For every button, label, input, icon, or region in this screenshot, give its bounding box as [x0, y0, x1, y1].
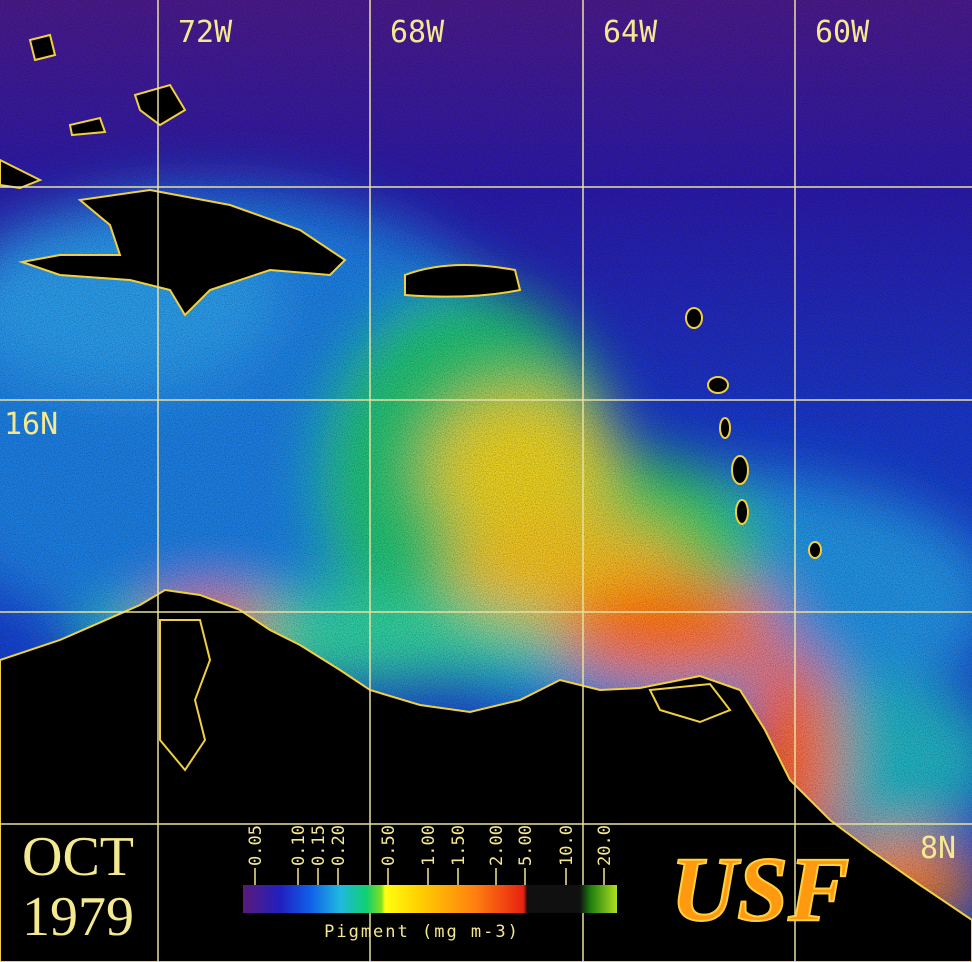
land [0, 33, 972, 962]
tick-label: 0.10 [289, 825, 309, 866]
logo: USF [671, 838, 850, 940]
tick-label: 20.0 [595, 825, 615, 866]
tick-label: 2.00 [487, 825, 507, 866]
tick-label: 0.15 [309, 825, 329, 866]
color-bar [243, 885, 617, 913]
tick-label: 5.00 [516, 825, 536, 866]
tick-label: 0.20 [329, 825, 349, 866]
tick-label: 1.50 [449, 825, 469, 866]
longitude-label: 68W [390, 15, 445, 50]
latitude-label: 8N [920, 831, 956, 866]
latitude-label: 16N [4, 407, 58, 442]
legend-title: Pigment (mg m-3) [324, 922, 520, 942]
date-year: 1979 [22, 886, 134, 948]
color-bar-ticks: 0.05 0.10 0.15 0.20 0.50 1.00 1.50 2.00 5.00 10.0… [246, 825, 615, 885]
tick-label: 0.50 [379, 825, 399, 866]
longitude-label: 72W [178, 15, 233, 50]
date-month: OCT [22, 826, 134, 888]
tick-label: 0.05 [246, 825, 266, 866]
longitude-label: 64W [603, 15, 658, 50]
tick-label: 10.0 [557, 825, 577, 866]
longitude-label: 60W [815, 15, 870, 50]
tick-label: 1.00 [419, 825, 439, 866]
